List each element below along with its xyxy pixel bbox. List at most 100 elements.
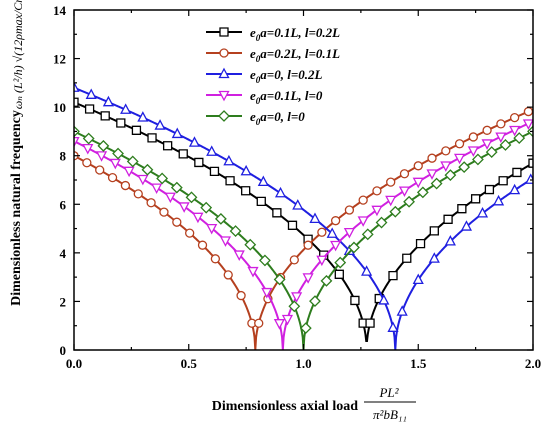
data-point (320, 274, 333, 287)
data-point (170, 181, 183, 194)
data-point (498, 176, 508, 186)
data-point (154, 119, 166, 130)
data-point (206, 145, 218, 156)
x-formula-numerator: PL² (378, 385, 399, 400)
legend-sub: 0 (256, 54, 261, 64)
data-point (396, 305, 408, 316)
data-point (334, 269, 344, 279)
data-point (107, 172, 118, 183)
data-point (82, 143, 94, 155)
data-point (415, 239, 426, 249)
data-point (522, 119, 533, 130)
data-point (492, 194, 505, 206)
axis-titles: Dimensionless axial load PL² π²bB₁₁ Dimensi… (9, 0, 416, 422)
data-point (240, 164, 252, 176)
legend-l: l=0.1L (305, 46, 340, 61)
data-point (194, 157, 204, 168)
legend-item-3: e0a=0, l=0.2L (206, 67, 322, 85)
data-point (343, 227, 355, 239)
data-point (109, 158, 121, 170)
data-point (309, 295, 321, 308)
data-point (137, 174, 149, 186)
data-point (302, 273, 314, 284)
data-point (261, 287, 273, 299)
data-point (133, 189, 143, 199)
data-point (214, 212, 227, 225)
data-point (334, 256, 347, 269)
legend-mid: a=0, (260, 109, 287, 124)
curves-group (74, 81, 533, 351)
data-point (116, 118, 126, 128)
data-point (440, 161, 452, 172)
y-tick-label: 0 (60, 343, 67, 358)
legend-sub: 0 (256, 96, 261, 106)
data-point (309, 212, 321, 224)
data-point (256, 196, 266, 207)
data-point (361, 265, 373, 276)
data-point (147, 133, 157, 143)
legend-mid: a=0.1L, (260, 88, 305, 103)
data-point (197, 240, 208, 250)
x-axis-title: Dimensionless axial load (212, 399, 358, 414)
data-point (496, 119, 506, 129)
y-tick-label: 10 (53, 100, 66, 115)
legend-prefix: e (250, 109, 256, 124)
legend-prefix: e (250, 88, 256, 103)
data-point (348, 241, 360, 254)
data-point (292, 199, 304, 210)
data-point (244, 238, 257, 251)
data-point (241, 186, 251, 196)
data-point (372, 186, 382, 196)
data-point (523, 106, 533, 117)
data-point (95, 151, 108, 162)
data-point (525, 173, 533, 184)
data-point (443, 214, 453, 224)
data-point (131, 125, 142, 135)
legend-label: e0a=0.2L, l=0.1L (250, 46, 340, 64)
legend-item-1: e0a=0.1L, l=0.2L (206, 25, 340, 43)
data-point (185, 191, 198, 204)
legend-label: e0a=0.1L, l=0 (250, 88, 323, 106)
data-point (385, 195, 397, 207)
data-point (330, 240, 342, 252)
data-point (95, 165, 105, 175)
data-point (247, 266, 259, 278)
data-point (274, 186, 287, 198)
data-point (126, 155, 139, 168)
data-point (330, 216, 341, 226)
data-point (273, 273, 286, 286)
legend-marker (219, 27, 229, 37)
legend-l: l=0.2L (305, 25, 340, 40)
data-point (102, 95, 115, 107)
data-point (120, 180, 131, 191)
data-point (513, 132, 526, 145)
data-point (485, 146, 498, 158)
legend-prefix: e (250, 67, 256, 82)
series-1 (74, 97, 533, 343)
data-point (120, 103, 132, 114)
data-point (137, 111, 149, 122)
data-point (470, 194, 481, 204)
data-point (388, 270, 398, 281)
data-point (476, 206, 489, 218)
data-point (259, 254, 271, 267)
y-tick-label: 4 (60, 246, 67, 261)
data-point (85, 88, 97, 99)
data-point (146, 198, 156, 208)
series-line (74, 86, 533, 351)
data-point (509, 112, 520, 123)
data-point (454, 139, 465, 149)
data-point (233, 250, 245, 261)
data-point (444, 235, 456, 246)
data-point (482, 125, 492, 135)
data-point (206, 223, 218, 235)
data-point (254, 318, 264, 328)
data-point (412, 273, 424, 285)
data-point (371, 205, 383, 217)
legend-l: l=0 (305, 88, 323, 103)
x-formula-denominator: π²bB₁₁ (373, 407, 407, 422)
legend-label: e0a=0, l=0.2L (250, 67, 322, 85)
data-point (200, 201, 213, 214)
data-point (426, 169, 438, 180)
